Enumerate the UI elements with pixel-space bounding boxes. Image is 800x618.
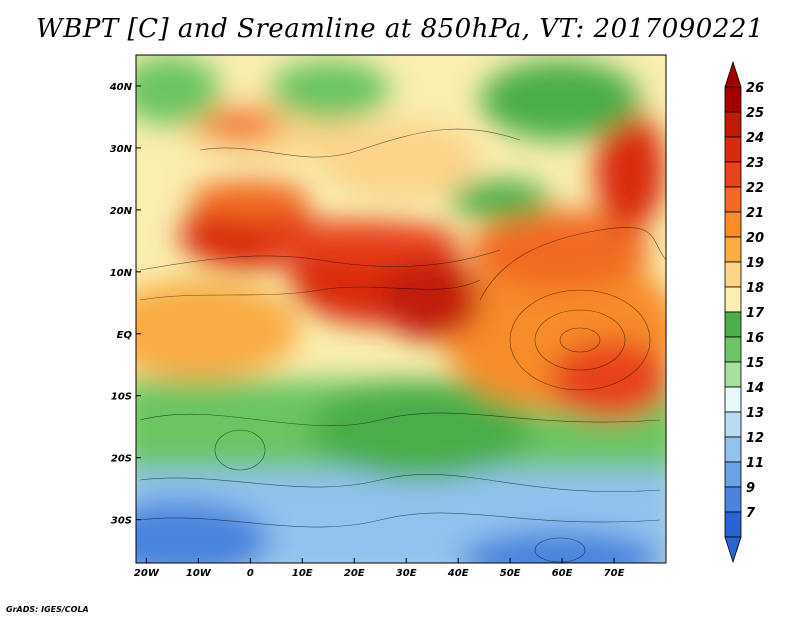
- lon-label: 30E: [396, 568, 417, 579]
- lat-label: EQ: [117, 330, 133, 341]
- lat-label: 30N: [110, 144, 133, 155]
- lon-label: 10W: [186, 568, 212, 579]
- colorbar-label: 16: [746, 331, 764, 346]
- lat-label: 10N: [110, 268, 133, 279]
- colorbar-swatch: [724, 311, 742, 338]
- colorbar-swatch: [724, 161, 742, 188]
- lon-label: 20W: [134, 568, 160, 579]
- colorbar-swatch: [724, 486, 742, 513]
- lat-label: 40N: [109, 82, 133, 93]
- colorbar-swatch: [724, 411, 742, 438]
- colorbar-swatch: [724, 336, 742, 363]
- lon-label: 70E: [604, 568, 625, 579]
- colorbar-bottom-arrow: [724, 536, 742, 564]
- colorbar-label: 26: [746, 81, 764, 96]
- colorbar: 26 25 24 23 22 21 20 19 18 17 16 15 14 13 12 11 9 7: [724, 60, 765, 564]
- colorbar-label: 19: [746, 256, 764, 271]
- colorbar-label: 7: [746, 506, 756, 521]
- colorbar-label: 25: [746, 106, 764, 121]
- lon-label: 0: [247, 568, 254, 579]
- colorbar-label: 15: [746, 356, 764, 371]
- colorbar-swatch: [724, 361, 742, 388]
- colorbar-swatch: [724, 186, 742, 213]
- lon-label: 20E: [344, 568, 365, 579]
- colorbar-label: 13: [746, 406, 764, 421]
- colorbar-label: 24: [746, 131, 764, 146]
- lon-label: 60E: [552, 568, 573, 579]
- lat-label: 10S: [111, 392, 132, 403]
- colorbar-swatch: [724, 461, 742, 488]
- colorbar-swatch: [724, 286, 742, 313]
- map-title: WBPT [C] and Sreamline at 850hPa, VT: 20…: [36, 14, 764, 44]
- credit-text: GrADS: IGES/COLA: [6, 605, 89, 614]
- colorbar-swatch: [724, 436, 742, 463]
- colorbar-swatch: [724, 86, 742, 113]
- colorbar-swatch: [724, 111, 742, 138]
- colorbar-swatch: [724, 236, 742, 263]
- colorbar-label: 18: [746, 281, 764, 296]
- latitude-axis: 40N 30N 20N 10N EQ 10S 20S 30S: [109, 82, 141, 527]
- colorbar-label: 12: [746, 431, 764, 446]
- colorbar-swatch: [724, 211, 742, 238]
- colorbar-label: 11: [746, 456, 764, 471]
- wbpt-field: [136, 55, 666, 563]
- colorbar-swatch: [724, 511, 742, 538]
- colorbar-label: 23: [746, 156, 764, 171]
- colorbar-label: 20: [746, 231, 764, 246]
- colorbar-label: 22: [746, 181, 764, 196]
- lon-label: 10E: [292, 568, 313, 579]
- colorbar-swatch: [724, 261, 742, 288]
- colorbar-label: 21: [746, 206, 764, 221]
- colorbar-top-arrow: [724, 60, 742, 88]
- lat-label: 20S: [111, 454, 132, 465]
- colorbar-label: 9: [746, 481, 755, 496]
- colorbar-swatch: [724, 136, 742, 163]
- colorbar-label: 14: [746, 381, 764, 396]
- lat-label: 30S: [111, 516, 132, 527]
- map-frame: [135, 54, 667, 564]
- longitude-axis: 20W 10W 0 10E 20E 30E 40E 50E 60E 70E: [134, 558, 625, 579]
- colorbar-swatch: [724, 386, 742, 413]
- lon-label: 40E: [447, 568, 469, 579]
- lat-label: 20N: [110, 206, 133, 217]
- lon-label: 50E: [500, 568, 521, 579]
- colorbar-label: 17: [746, 306, 765, 321]
